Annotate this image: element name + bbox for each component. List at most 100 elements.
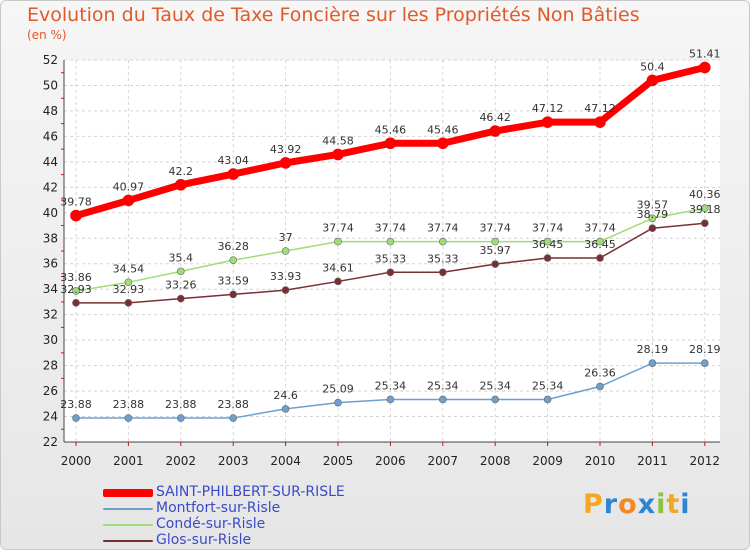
data-label: 33.59	[217, 274, 249, 287]
data-point	[177, 294, 185, 303]
data-label: 25.34	[479, 379, 511, 392]
data-label: 37.74	[427, 222, 459, 235]
data-label: 25.09	[322, 383, 354, 396]
data-point	[543, 237, 552, 246]
y-tick-label: 24	[43, 410, 58, 424]
data-label: 23.88	[60, 398, 92, 411]
data-label: 36.28	[217, 240, 249, 253]
data-point	[281, 286, 290, 294]
legend-label: Glos-sur-Risle	[156, 532, 252, 548]
data-point	[384, 137, 397, 150]
x-tick-label: 2001	[113, 454, 144, 468]
x-tick-label: 2006	[375, 454, 406, 468]
data-label: 45.46	[427, 123, 459, 136]
data-point	[229, 414, 237, 422]
data-point	[648, 214, 657, 223]
data-label: 32.93	[113, 283, 145, 296]
data-label: 24.6	[273, 389, 298, 402]
data-label: 25.34	[532, 379, 564, 392]
y-tick-label: 34	[43, 282, 58, 296]
data-point	[279, 157, 292, 169]
logo-letter: i	[680, 489, 691, 520]
data-label: 44.58	[322, 134, 354, 147]
plot-area	[64, 60, 720, 442]
data-point	[122, 194, 135, 207]
data-label: 35.33	[375, 252, 407, 265]
y-tick-label: 52	[43, 53, 58, 67]
data-label: 37.74	[322, 222, 354, 235]
data-point	[334, 398, 342, 407]
data-label: 39.57	[637, 198, 669, 211]
data-label: 36.45	[584, 238, 616, 251]
data-point	[491, 237, 500, 246]
data-label: 25.34	[427, 379, 459, 392]
data-point	[543, 254, 552, 262]
data-point	[436, 137, 449, 150]
data-point	[229, 290, 237, 299]
data-label: 46.42	[479, 111, 511, 124]
logo-letter: r	[603, 489, 619, 520]
data-label: 25.34	[375, 379, 407, 392]
data-point	[72, 287, 80, 295]
data-point	[646, 74, 659, 87]
data-point	[489, 125, 502, 137]
data-point	[648, 224, 657, 233]
x-tick-label: 2008	[480, 454, 511, 468]
data-label: 47.12	[532, 102, 564, 115]
data-label: 50.4	[640, 60, 665, 73]
y-tick-label: 22	[43, 435, 58, 449]
data-label: 43.92	[270, 143, 302, 156]
data-label: 34.54	[113, 262, 145, 275]
data-label: 37	[279, 231, 293, 244]
x-tick-label: 2011	[637, 454, 668, 468]
data-label: 23.88	[217, 398, 249, 411]
data-point	[72, 299, 80, 307]
data-point	[124, 414, 133, 422]
data-point	[648, 359, 657, 367]
x-tick-label: 2000	[61, 454, 92, 468]
y-tick-label: 46	[43, 129, 58, 143]
y-tick-label: 30	[43, 333, 58, 347]
legend-swatch	[103, 540, 153, 542]
legend-swatch	[103, 489, 153, 497]
data-label: 28.19	[689, 343, 721, 356]
data-point	[177, 267, 185, 276]
data-point	[438, 395, 447, 404]
chart-subtitle: (en %)	[27, 28, 67, 42]
x-tick-label: 2003	[218, 454, 249, 468]
data-label: 45.46	[375, 123, 407, 136]
legend-swatch	[103, 524, 153, 526]
data-point	[596, 254, 604, 262]
y-tick-label: 44	[43, 155, 58, 169]
data-label: 35.97	[479, 244, 511, 257]
data-point	[541, 116, 554, 128]
data-point	[124, 278, 133, 287]
data-label: 38.79	[637, 208, 669, 221]
data-point	[594, 116, 606, 128]
data-label: 42.2	[169, 165, 194, 178]
data-point	[124, 299, 133, 307]
data-point	[596, 237, 604, 246]
data-label: 35.33	[427, 252, 459, 265]
chart-title: Evolution du Taux de Taxe Foncière sur l…	[27, 4, 640, 26]
x-tick-label: 2010	[585, 454, 616, 468]
y-tick-label: 28	[43, 359, 58, 373]
legend-label: Montfort-sur-Risle	[156, 500, 281, 516]
y-tick-label: 26	[43, 384, 58, 398]
data-label: 35.4	[169, 251, 194, 264]
data-label: 33.86	[60, 271, 92, 284]
data-point	[386, 395, 395, 404]
data-label: 39.18	[689, 203, 721, 216]
data-label: 28.19	[637, 343, 669, 356]
data-point	[386, 237, 395, 246]
x-tick-label: 2007	[428, 454, 459, 468]
x-tick-label: 2012	[690, 454, 721, 468]
data-label: 43.04	[217, 154, 249, 167]
data-label: 23.88	[113, 398, 145, 411]
data-label: 32.93	[60, 283, 92, 296]
data-point	[700, 204, 709, 213]
legend-swatch	[103, 508, 153, 510]
x-tick-label: 2009	[532, 454, 563, 468]
